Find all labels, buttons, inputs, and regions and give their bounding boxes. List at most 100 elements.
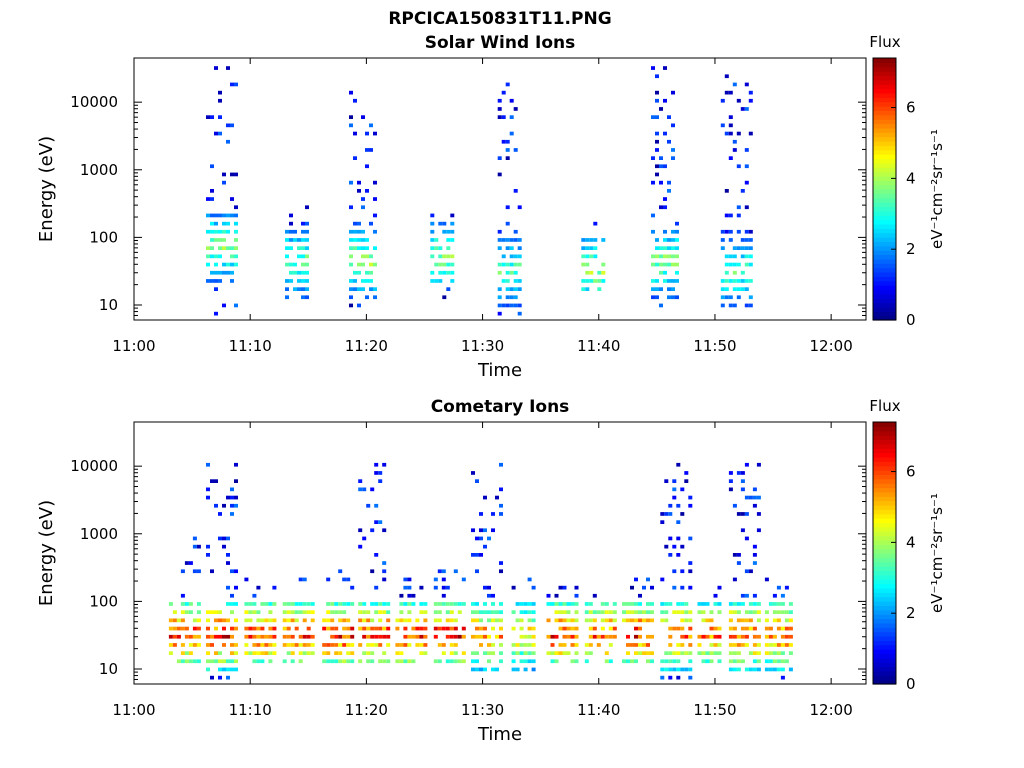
spectrogram-cell: [650, 651, 654, 655]
spectrogram-cell: [450, 279, 455, 283]
colorbar-segment: [873, 189, 896, 194]
spectrogram-cell: [382, 634, 387, 639]
spectrogram-cell: [638, 651, 642, 655]
spectrogram-cells: [206, 66, 753, 316]
colorbar-segment: [873, 675, 896, 681]
spectrogram-cell: [505, 139, 510, 144]
spectrogram-cell: [515, 602, 520, 606]
spectrogram-cell: [437, 626, 442, 631]
spectrogram-cell: [717, 602, 722, 606]
spectrogram-cell: [483, 667, 487, 672]
spectrogram-cell: [196, 618, 201, 623]
spectrogram-cell: [709, 610, 714, 614]
spectrogram-cell: [705, 602, 710, 606]
spectrogram-cell: [626, 643, 630, 647]
spectrogram-cell: [499, 512, 503, 516]
spectrogram-cell: [395, 626, 400, 631]
spectrogram-cell: [680, 487, 685, 492]
spectrogram-cell: [608, 659, 613, 664]
colorbar-segment: [873, 574, 896, 580]
spectrogram-cell: [736, 602, 741, 606]
spectrogram-cell: [370, 626, 375, 631]
spectrogram-cell: [403, 659, 408, 664]
spectrogram-cell: [218, 634, 222, 639]
x-tick-label: 11:20: [345, 337, 388, 355]
spectrogram-cell: [374, 553, 379, 557]
spectrogram-cell: [688, 585, 693, 590]
spectrogram-cell: [630, 610, 634, 614]
spectrogram-cell: [675, 295, 679, 300]
spectrogram-cell: [728, 254, 733, 259]
spectrogram-cell: [234, 462, 238, 467]
spectrogram-cell: [604, 610, 609, 614]
spectrogram-cell: [433, 659, 438, 664]
spectrogram-cell: [188, 651, 193, 655]
spectrogram-cell: [655, 295, 659, 300]
spectrogram-cell: [772, 593, 777, 598]
spectrogram-cell: [453, 659, 458, 664]
spectrogram-cell: [499, 643, 503, 647]
spectrogram-cell: [301, 279, 305, 283]
spectrogram-cell: [736, 651, 741, 655]
spectrogram-cell: [442, 254, 447, 259]
spectrogram-cell: [744, 238, 749, 242]
spectrogram-cell: [268, 626, 273, 631]
colorbar-segment: [873, 79, 896, 85]
spectrogram-cell: [497, 270, 502, 275]
spectrogram-cell: [357, 262, 361, 267]
spectrogram-cell: [651, 180, 655, 185]
spectrogram-cell: [353, 229, 357, 234]
colorbar-segment: [873, 285, 896, 291]
spectrogram-cell: [655, 139, 659, 144]
colorbar-title: Flux: [869, 397, 900, 415]
spectrogram-cell: [784, 610, 789, 614]
spectrogram-cell: [585, 262, 590, 267]
spectrogram-cell: [214, 651, 218, 655]
spectrogram-cell: [445, 610, 450, 614]
spectrogram-cell: [285, 295, 289, 300]
spectrogram-cell: [776, 667, 781, 672]
spectrogram-cell: [346, 626, 351, 631]
spectrogram-cell: [752, 651, 757, 655]
spectrogram-cell: [562, 634, 567, 639]
colorbar-segment: [873, 298, 896, 304]
spectrogram-cell: [517, 205, 522, 210]
spectrogram-cell: [234, 254, 238, 259]
spectrogram-cell: [168, 618, 173, 623]
spectrogram-cell: [672, 659, 677, 664]
spectrogram-cell: [589, 270, 594, 275]
spectrogram-cell: [450, 229, 455, 234]
spectrogram-cell: [358, 618, 363, 623]
colorbar-segment: [873, 452, 896, 458]
spectrogram-cell: [349, 303, 353, 308]
spectrogram-cell: [326, 610, 331, 614]
spectrogram-cell: [210, 221, 214, 226]
spectrogram-cell: [511, 651, 516, 655]
colorbar-segment: [873, 101, 896, 107]
spectrogram-cell: [675, 279, 679, 283]
spectrogram-cell: [499, 626, 503, 631]
spectrogram-cell: [667, 287, 671, 291]
spectrogram-cell: [646, 610, 650, 614]
spectrogram-cell: [562, 585, 567, 590]
spectrogram-cell: [357, 246, 361, 250]
spectrogram-cell: [184, 659, 189, 664]
spectrogram-cell: [358, 659, 363, 664]
spectrogram-cell: [676, 462, 681, 467]
colorbar-segment: [873, 149, 896, 155]
spectrogram-cell: [438, 270, 443, 275]
spectrogram-cell: [688, 503, 693, 508]
spectrogram-cell: [234, 602, 238, 606]
spectrogram-cell: [511, 667, 516, 672]
spectrogram-cell: [680, 618, 685, 623]
spectrogram-cell: [222, 270, 226, 275]
spectrogram-cell: [732, 139, 737, 144]
spectrogram-cell: [659, 180, 663, 185]
spectrogram-cell: [206, 197, 210, 201]
spectrogram-cell: [370, 569, 375, 574]
spectrogram-cell: [655, 164, 659, 169]
spectrogram-cell: [419, 643, 424, 647]
spectrogram-cell: [487, 536, 491, 541]
spectrogram-cell: [684, 471, 689, 475]
spectrogram-cell: [676, 553, 681, 557]
